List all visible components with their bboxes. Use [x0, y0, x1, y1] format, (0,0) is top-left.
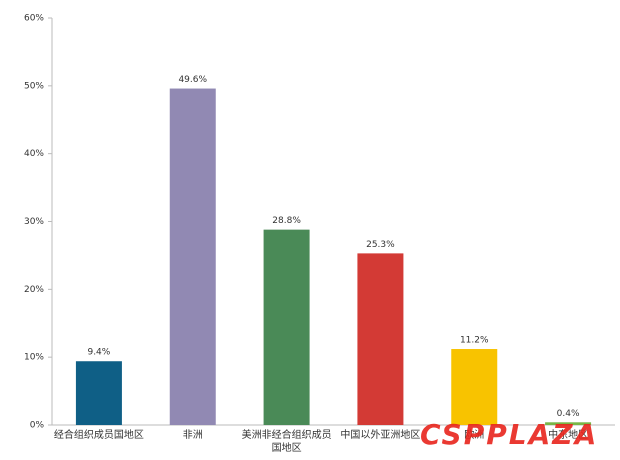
x-tick-label: 经合组织成员国地区: [53, 430, 144, 441]
x-tick-label-box: 美洲非经合组织成员国地区: [241, 430, 332, 454]
x-tick-label: 美洲非经合组织成员国地区: [241, 430, 332, 454]
bar: [169, 88, 216, 426]
x-tick-label-box: 经合组织成员国地区: [53, 430, 144, 441]
x-tick-label-box: 欧洲: [464, 430, 485, 441]
x-tick-label: 欧洲: [464, 430, 485, 441]
value-label: 28.8%: [272, 216, 301, 226]
x-tick-label: 中国以外亚洲地区: [340, 430, 421, 441]
x-tick-label: 非洲: [182, 430, 203, 441]
y-tick-label: 60%: [24, 14, 44, 24]
y-tick-label: 20%: [24, 285, 44, 295]
x-tick-label-box: 中国以外亚洲地区: [340, 430, 421, 441]
value-label: 49.6%: [178, 75, 207, 85]
x-tick-label-box: 中东地区: [548, 430, 589, 441]
x-tick-label: 中东地区: [548, 430, 589, 441]
bar: [357, 253, 404, 425]
bar: [75, 361, 122, 425]
x-tick-label-box: 非洲: [182, 430, 203, 441]
y-tick-label: 50%: [24, 81, 44, 91]
value-label: 25.3%: [366, 240, 395, 250]
y-tick-label: 40%: [24, 149, 44, 159]
y-tick-label: 0%: [30, 421, 45, 431]
value-label: 0.4%: [557, 409, 580, 419]
bar: [263, 229, 310, 425]
y-tick-label: 10%: [24, 353, 44, 363]
bar: [451, 349, 498, 425]
y-tick-label: 30%: [24, 217, 44, 227]
value-label: 9.4%: [87, 348, 110, 358]
bar: [545, 422, 592, 425]
watermark: CSPPLAZA: [420, 418, 598, 451]
value-label: 11.2%: [460, 336, 489, 346]
